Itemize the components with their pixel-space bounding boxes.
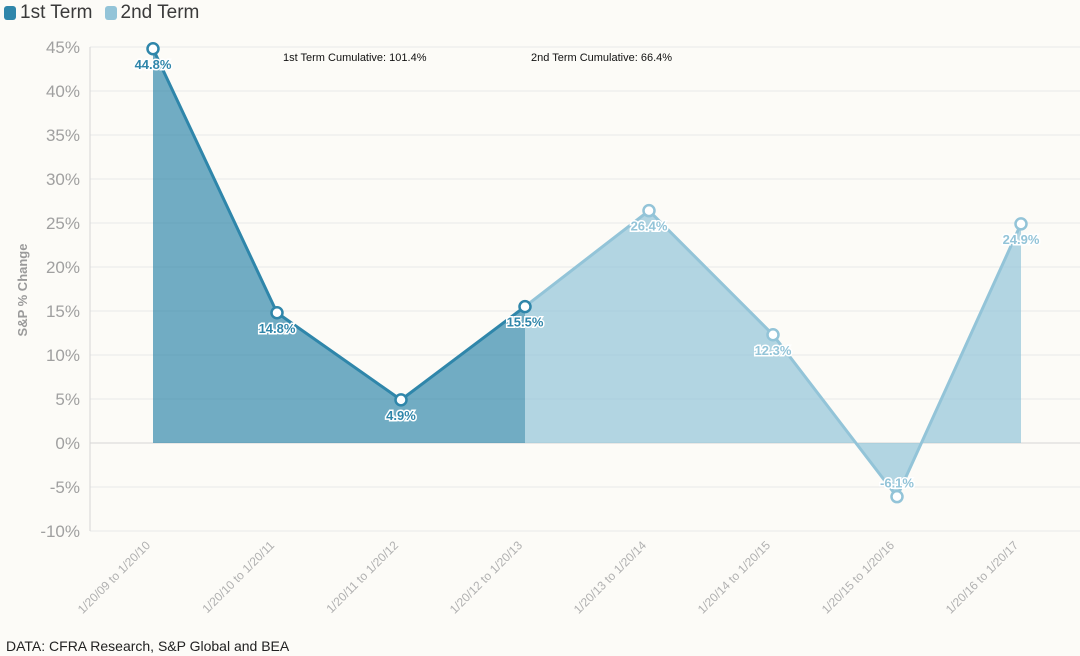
data-point [1014,217,1028,231]
line-series-1 [151,48,526,402]
source-note: DATA: CFRA Research, S&P Global and BEA [6,638,290,654]
y-tick-label: 15% [46,302,80,321]
x-tick-label: 1/20/13 to 1/20/14 [571,538,650,617]
data-label: 15.5% [507,315,544,330]
legend-swatch-2nd-term [104,6,117,20]
x-tick-label: 1/20/12 to 1/20/13 [447,538,526,617]
x-tick-label: 1/20/10 to 1/20/11 [199,538,277,616]
data-label: 24.9% [1003,232,1040,247]
data-label: 44.8% [135,57,172,72]
x-tick-label: 1/20/11 to 1/20/12 [323,538,401,616]
data-label: -6.1% [880,476,914,491]
legend-label-2nd-term: 2nd Term [120,2,200,23]
second-term-cumulative-annotation: 2nd Term Cumulative: 66.4% [531,52,673,64]
data-point [642,203,656,218]
legend-label-1st-term: 1st Term [20,2,93,23]
legend-swatch-1st-term [4,6,16,20]
data-label: 14.8% [259,321,296,336]
y-tick-label: 20% [46,258,80,277]
data-label: 12.3% [755,343,792,358]
area-series-2 [525,210,1021,497]
data-label: 26.4% [631,219,668,234]
x-tick-label: 1/20/15 to 1/20/16 [819,538,898,617]
y-tick-label: -5% [50,478,80,497]
y-tick-label: 5% [55,390,80,409]
legend: 1st Term 2nd Term [4,2,211,24]
data-point [270,306,284,320]
y-axis-title: S&P % Change [15,244,30,337]
x-tick-label: 1/20/16 to 1/20/17 [943,538,1022,617]
x-tick-label: 1/20/14 to 1/20/15 [695,538,774,617]
y-tick-label: 35% [46,126,80,145]
x-tick-label: 1/20/09 to 1/20/10 [75,538,154,617]
data-label: 4.9% [386,408,416,423]
y-tick-label: -10% [40,522,80,541]
data-point [518,299,532,314]
legend-item-2nd-term[interactable]: 2nd Term [104,2,200,24]
y-tick-label: 25% [46,214,80,233]
data-point [766,328,780,342]
y-tick-label: 40% [46,82,80,101]
y-tick-label: 45% [46,38,80,57]
legend-item-1st-term[interactable]: 1st Term [4,2,93,24]
data-point [890,489,904,504]
y-tick-label: 30% [46,170,80,189]
data-point [394,393,408,407]
first-term-cumulative-annotation: 1st Term Cumulative: 101.4% [283,52,427,64]
y-tick-label: 10% [46,346,80,365]
y-tick-label: 0% [55,434,80,453]
area-series-1 [153,48,525,443]
data-point [146,42,160,56]
